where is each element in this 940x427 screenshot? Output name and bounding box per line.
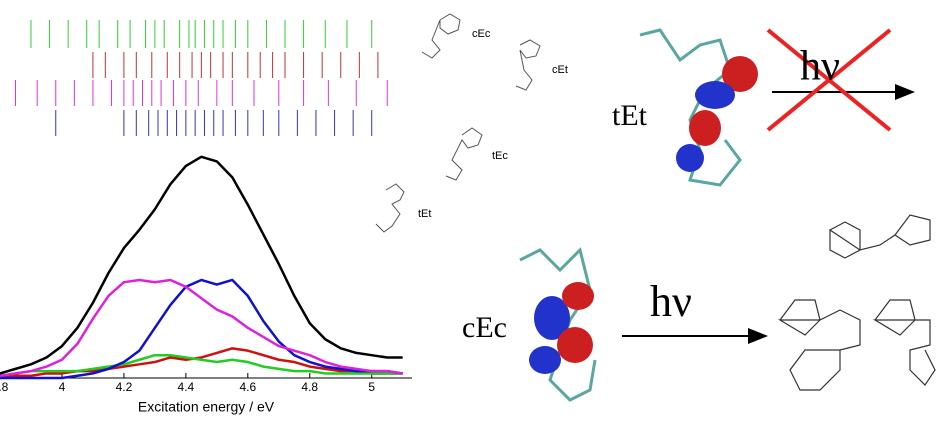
x-tick-label: 4.6	[239, 380, 256, 394]
label: cEt	[552, 64, 568, 76]
x-tick-label: 4.8	[301, 380, 318, 394]
line	[0, 278, 403, 377]
cross	[766, 28, 892, 132]
label: cEc	[472, 28, 491, 40]
structure	[515, 39, 541, 91]
arrow-head	[895, 84, 915, 100]
label: tEt	[612, 99, 648, 132]
products	[777, 214, 936, 391]
arrow-label: hν	[650, 277, 692, 326]
lobe	[529, 346, 561, 374]
lobe	[722, 56, 758, 92]
line	[0, 155, 403, 375]
lobe	[557, 327, 593, 363]
line	[0, 278, 403, 380]
structure	[445, 127, 483, 181]
lobe	[695, 81, 735, 109]
structure	[375, 183, 405, 233]
x-tick-label: 4.2	[116, 380, 133, 394]
arrow-label: hν	[800, 44, 840, 90]
orbital-cEc	[519, 247, 597, 402]
line	[0, 347, 403, 377]
label: tEc	[492, 150, 508, 162]
lobe	[676, 144, 704, 172]
structure	[872, 299, 936, 386]
label: cEc	[462, 311, 507, 344]
small-molecules	[375, 13, 541, 233]
line	[0, 353, 403, 377]
structure	[829, 214, 931, 259]
structure	[421, 13, 461, 59]
chart: 3.8 4 4.2 4.4 4.6 4.8 5 Excitation energy / eV	[0, 20, 412, 415]
x-tick-label: 4.4	[178, 380, 195, 394]
x-tick-label: 4	[59, 380, 66, 394]
lobe	[689, 110, 721, 146]
x-tick-label: 5	[368, 380, 375, 394]
label: tEt	[418, 208, 431, 220]
x-axis-label: Excitation energy / eV	[138, 399, 275, 415]
orbital-tEt	[639, 28, 758, 187]
structure	[777, 299, 861, 391]
lobe	[534, 296, 570, 340]
lobe	[562, 282, 594, 310]
arrow-head	[748, 328, 768, 344]
x-tick-label: 3.8	[0, 380, 9, 394]
molecule	[519, 247, 597, 402]
